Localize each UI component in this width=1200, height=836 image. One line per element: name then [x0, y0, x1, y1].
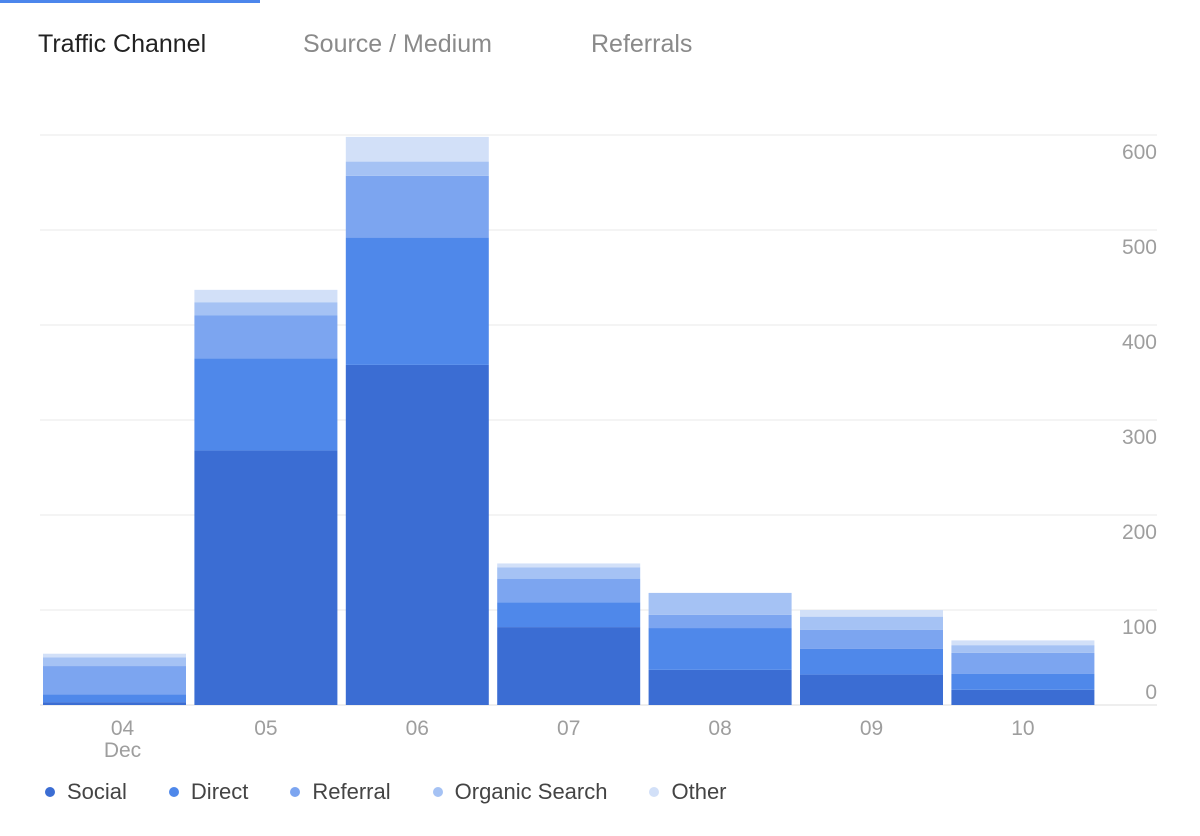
- legend-dot-icon: [45, 787, 55, 797]
- legend-dot-icon: [168, 787, 179, 797]
- x-tick-label: 05: [254, 717, 277, 740]
- legend-item-other[interactable]: Other: [649, 779, 727, 805]
- bar-segment-direct: [43, 694, 186, 703]
- legend-dot-icon: [290, 787, 301, 797]
- bar-segment-social: [345, 364, 489, 705]
- x-tick-label: 04: [111, 717, 135, 740]
- active-tab-indicator: [0, 0, 260, 3]
- y-tick-label: 200: [1122, 521, 1157, 544]
- legend-label: Organic Search: [454, 779, 608, 804]
- y-tick-label: 400: [1122, 331, 1157, 354]
- bar-segment-other: [951, 640, 1095, 646]
- bar-segment-direct: [648, 628, 792, 670]
- tab-source-medium[interactable]: Source / Medium: [303, 30, 492, 58]
- x-tick-label: 08: [708, 717, 731, 740]
- bar-segment-organic-search: [43, 657, 186, 667]
- bar-segment-other: [43, 653, 186, 658]
- bar-segment-organic-search: [648, 592, 792, 615]
- bar-segment-other: [194, 289, 338, 303]
- legend-label: Direct: [190, 779, 249, 804]
- bar-segment-organic-search: [497, 567, 641, 579]
- bar-segment-referral: [345, 175, 489, 238]
- bar-segment-direct: [800, 648, 943, 675]
- y-tick-label: 600: [1122, 141, 1157, 164]
- bar-segment-referral: [194, 315, 338, 359]
- bar-segment-other: [345, 136, 489, 162]
- chart-legend: Social Direct Referral Organic Search Ot…: [45, 776, 769, 808]
- bar-segment-referral: [800, 629, 943, 649]
- bar-segment-social: [43, 702, 186, 705]
- bar-segment-other: [800, 610, 943, 617]
- bar-segment-direct: [951, 673, 1095, 690]
- y-tick-label: 500: [1122, 236, 1157, 259]
- legend-dot-icon: [649, 787, 660, 797]
- x-tick-label: 07: [557, 717, 580, 740]
- legend-item-organic-search[interactable]: Organic Search: [432, 779, 608, 805]
- bar-segment-other: [497, 563, 641, 568]
- bar-segment-social: [648, 669, 792, 705]
- tab-bar: Traffic Channel Source / Medium Referral…: [0, 0, 1200, 100]
- bar-segment-organic-search: [951, 645, 1095, 653]
- legend-label: Referral: [312, 779, 391, 804]
- bar-segment-direct: [194, 358, 338, 451]
- legend-label: Social: [67, 779, 127, 804]
- bar-segment-social: [497, 627, 641, 705]
- y-tick-label: 0: [1145, 681, 1157, 704]
- bar-segment-direct: [497, 602, 641, 628]
- bar-segment-referral: [648, 614, 792, 629]
- legend-label: Other: [671, 779, 727, 804]
- x-tick-label: 06: [406, 717, 429, 740]
- y-tick-label: 300: [1122, 426, 1157, 449]
- legend-dot-icon: [432, 787, 443, 797]
- bar-segment-organic-search: [345, 161, 489, 176]
- bar-segment-referral: [43, 666, 186, 695]
- bar-segment-referral: [951, 652, 1095, 674]
- bar-segment-social: [194, 450, 338, 705]
- bar-segment-social: [800, 674, 943, 705]
- legend-item-social[interactable]: Social: [45, 779, 127, 805]
- x-tick-sublabel: Dec: [104, 739, 141, 762]
- tab-referrals[interactable]: Referrals: [591, 30, 693, 58]
- bar-segment-referral: [497, 578, 641, 603]
- bar-segment-social: [951, 689, 1095, 705]
- bar-segment-organic-search: [800, 616, 943, 630]
- legend-item-direct[interactable]: Direct: [168, 779, 249, 805]
- y-tick-label: 100: [1122, 616, 1157, 639]
- bar-segment-organic-search: [194, 302, 338, 316]
- bar-segment-direct: [345, 237, 489, 365]
- x-tick-label: 10: [1011, 717, 1034, 740]
- legend-item-referral[interactable]: Referral: [290, 779, 391, 805]
- x-tick-label: 09: [860, 717, 883, 740]
- tab-traffic-channel[interactable]: Traffic Channel: [38, 30, 207, 58]
